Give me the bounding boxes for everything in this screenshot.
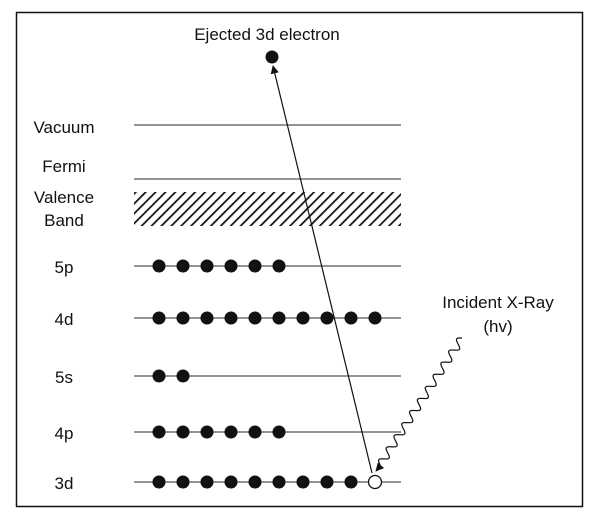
electron-4p [224, 425, 238, 439]
electron-3d [320, 475, 334, 489]
electron-3d [224, 475, 238, 489]
electron-4d [368, 311, 382, 325]
level-label-3d: 3d [55, 474, 74, 493]
electron-4d [272, 311, 286, 325]
electron-4d [248, 311, 262, 325]
incident-xray-wave [375, 337, 463, 472]
electron-5p [200, 259, 214, 273]
level-label-4d: 4d [55, 310, 74, 329]
electron-4p [152, 425, 166, 439]
electron-4p [272, 425, 286, 439]
electron-5s [176, 369, 190, 383]
electron-3d [296, 475, 310, 489]
electron-3d [152, 475, 166, 489]
electron-4p [248, 425, 262, 439]
electron-5p [224, 259, 238, 273]
electron-4p [176, 425, 190, 439]
core-hole-3d [367, 474, 383, 490]
level-label-4p: 4p [55, 424, 74, 443]
incident-xray-label: Incident X-Ray [442, 293, 554, 312]
electron-4d [344, 311, 358, 325]
vacuum-label: Vacuum [33, 118, 94, 137]
incident-xray-hv-label: (hv) [483, 317, 512, 336]
ejected-electron [265, 50, 279, 64]
valence-band-hatch [134, 192, 401, 226]
level-label-5s: 5s [55, 368, 73, 387]
electron-3d [272, 475, 286, 489]
ejected-electron-label: Ejected 3d electron [194, 25, 340, 44]
electron-5p [152, 259, 166, 273]
electron-5s [152, 369, 166, 383]
electron-4p [200, 425, 214, 439]
electron-3d [248, 475, 262, 489]
electron-5p [272, 259, 286, 273]
electron-5p [176, 259, 190, 273]
electron-4d [152, 311, 166, 325]
ejection-arrow [270, 65, 373, 474]
electron-4d [224, 311, 238, 325]
valence-label-line2: Band [44, 211, 84, 230]
electron-4d [176, 311, 190, 325]
electron-3d [200, 475, 214, 489]
diagram-border [15, 11, 584, 508]
level-label-5p: 5p [55, 258, 74, 277]
electron-3d [176, 475, 190, 489]
electron-4d [320, 311, 334, 325]
electron-5p [248, 259, 262, 273]
valence-label-line1: Valence [34, 188, 94, 207]
core-levels: 5p 4d 5s 4p 3d [55, 258, 401, 493]
fermi-label: Fermi [42, 157, 85, 176]
upper-levels: Vacuum Fermi Valence Band [33, 118, 401, 230]
electron-3d [344, 475, 358, 489]
electron-4d [296, 311, 310, 325]
electron-4d [200, 311, 214, 325]
